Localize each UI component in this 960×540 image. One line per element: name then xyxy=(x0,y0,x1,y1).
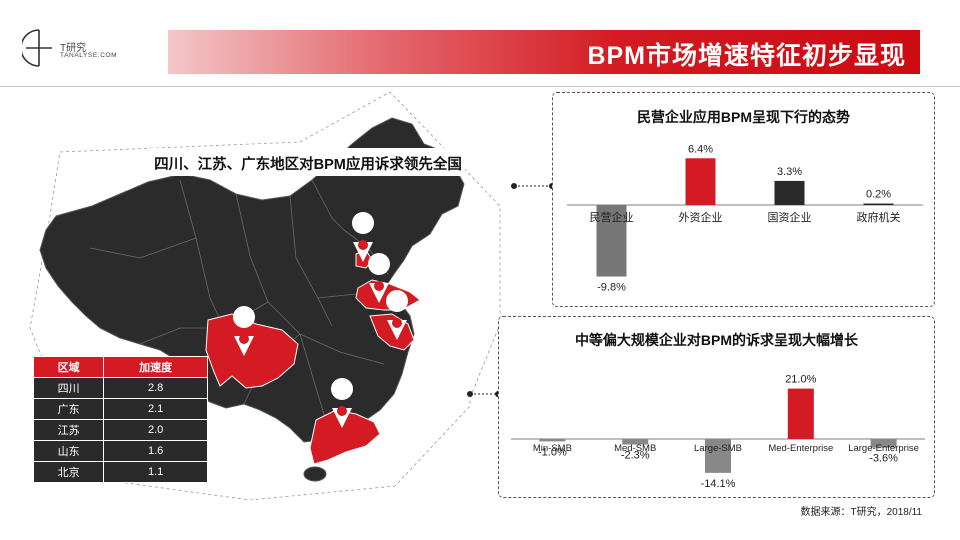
connector-dot xyxy=(467,391,473,397)
category-label: 外资企业 xyxy=(679,210,723,224)
map-banner: 四川、江苏、广东地区对BPM应用诉求领先全国 xyxy=(151,148,465,176)
category-label: 民营企业 xyxy=(590,210,634,224)
logo-mark-icon xyxy=(22,29,52,67)
connector-dot xyxy=(511,183,517,189)
category-label: Min-SMB xyxy=(533,443,572,454)
data-label: 21.0% xyxy=(785,374,816,386)
data-label: 3.3% xyxy=(777,166,802,178)
chart-bar xyxy=(705,439,731,473)
table-cell: 江苏 xyxy=(32,419,105,441)
table-row: 山东 1.6 xyxy=(32,440,208,462)
category-label: Med-SMB xyxy=(614,443,656,454)
map-banner-text: 四川、江苏、广东地区对BPM应用诉求领先全国 xyxy=(154,157,462,173)
map-pin-icon xyxy=(233,306,256,356)
logo: T研究 TANALYSE.COM xyxy=(22,28,132,68)
logo-domain: TANALYSE.COM xyxy=(60,52,118,59)
table-row: 四川 2.8 xyxy=(32,377,208,399)
chart-panel-ownership: 民营企业应用BPM呈现下行的态势 -9.8% 民营企业 6.4% 外资企业 3.3% 国资… xyxy=(552,92,935,307)
chart-bar xyxy=(787,388,814,439)
data-label: 0.2% xyxy=(866,189,891,201)
table-row: 北京 1.1 xyxy=(32,461,208,483)
data-label: -2.3% xyxy=(621,450,650,462)
map-pin-icon xyxy=(386,290,409,340)
chart-bar xyxy=(870,439,897,448)
table-cell: 北京 xyxy=(32,461,105,483)
map-frame xyxy=(29,91,501,501)
table-header-row: 区域 加速度 xyxy=(32,356,208,378)
china-map-graphic xyxy=(29,91,501,501)
category-label: 政府机关 xyxy=(857,210,901,224)
table-header: 区域 xyxy=(32,356,105,378)
sichuan-region xyxy=(205,313,299,389)
header-divider xyxy=(0,86,960,87)
chart-bar xyxy=(685,158,716,205)
chart-bar xyxy=(596,205,627,277)
chart-bar xyxy=(622,439,649,445)
chart-title: 中等偏大规模企业对BPM的诉求呈现大幅增长 xyxy=(574,332,859,348)
map-pin-icon xyxy=(368,253,391,303)
category-label: Med-Enterprise xyxy=(768,443,833,454)
title-bar: BPM市场增速特征初步显现 xyxy=(168,30,920,74)
region-table: 区域 加速度 四川 2.8 广东 2.1 江苏 2.0 山东 1.6 北京 1.… xyxy=(32,356,208,483)
table-row: 江苏 2.0 xyxy=(32,419,208,441)
chart-title: 民营企业应用BPM呈现下行的态势 xyxy=(636,109,851,125)
chart-size: -1.0%Min-SMB -2.3%Med-SMB -14.1% Large-SMB 2… xyxy=(511,374,925,490)
map-pin-icon xyxy=(352,212,375,262)
table-cell: 1.6 xyxy=(103,440,208,462)
map-pin-icon xyxy=(331,378,354,428)
data-label: 6.4% xyxy=(688,143,713,155)
table-header: 加速度 xyxy=(103,356,208,378)
category-label: Large-Enterprise xyxy=(848,443,919,454)
data-label: -3.6% xyxy=(869,453,898,465)
category-label: Large-SMB xyxy=(694,443,742,454)
chart-ownership: -9.8% 民营企业 6.4% 外资企业 3.3% 国资企业 0.2% 政府机关 xyxy=(567,143,923,294)
hainan-island xyxy=(303,466,327,482)
data-label: -1.0% xyxy=(538,446,567,458)
category-label: 国资企业 xyxy=(768,210,812,224)
table-row: 广东 2.1 xyxy=(32,398,208,420)
table-cell: 广东 xyxy=(32,398,105,420)
chart-bar xyxy=(774,180,805,205)
chart-bar xyxy=(539,439,566,442)
table-cell: 1.1 xyxy=(103,461,208,483)
data-source-note: 数据来源：T研究，2018/11 xyxy=(800,507,922,518)
chart-panel-size: 中等偏大规模企业对BPM的诉求呈现大幅增长 -1.0% Min-SMB -2.3% M… xyxy=(498,316,935,498)
table-cell: 2.8 xyxy=(103,377,208,399)
table-cell: 四川 xyxy=(32,377,105,399)
page-title: BPM市场增速特征初步显现 xyxy=(587,42,906,70)
chart-bar xyxy=(863,203,894,205)
logo-name: T研究 xyxy=(60,43,87,54)
data-label: -9.8% xyxy=(597,282,626,294)
table-cell: 2.1 xyxy=(103,398,208,420)
data-label: -14.1% xyxy=(701,478,736,490)
china-map xyxy=(0,88,520,501)
